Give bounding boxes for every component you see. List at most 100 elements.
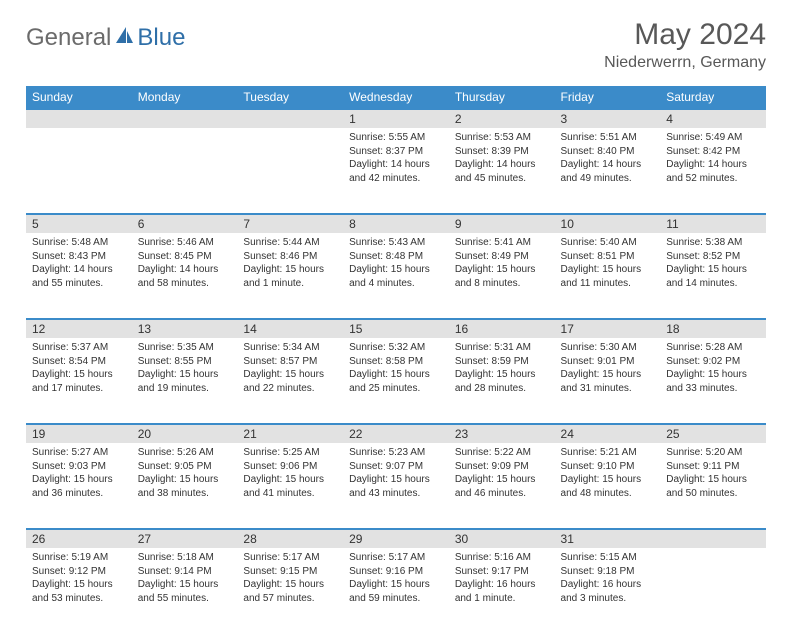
day-detail-cell: Sunrise: 5:43 AMSunset: 8:48 PMDaylight:… (343, 233, 449, 319)
daylight-text: Daylight: 15 hours and 38 minutes. (138, 473, 232, 500)
day-number-cell: 4 (660, 109, 766, 128)
calendar-table: Sunday Monday Tuesday Wednesday Thursday… (26, 86, 766, 634)
day-detail-cell: Sunrise: 5:16 AMSunset: 9:17 PMDaylight:… (449, 548, 555, 634)
sail-icon (113, 25, 135, 52)
sunrise-text: Sunrise: 5:34 AM (243, 341, 337, 355)
day-detail-cell: Sunrise: 5:53 AMSunset: 8:39 PMDaylight:… (449, 128, 555, 214)
sunset-text: Sunset: 8:52 PM (666, 250, 760, 264)
sunset-text: Sunset: 8:43 PM (32, 250, 126, 264)
day-number-cell: 29 (343, 529, 449, 548)
day-number-cell: 24 (555, 424, 661, 443)
day-number: 22 (349, 427, 362, 441)
sunrise-text: Sunrise: 5:46 AM (138, 236, 232, 250)
daylight-text: Daylight: 15 hours and 8 minutes. (455, 263, 549, 290)
sunset-text: Sunset: 9:03 PM (32, 460, 126, 474)
day-number: 30 (455, 532, 468, 546)
weekday-header: Wednesday (343, 86, 449, 109)
day-number: 23 (455, 427, 468, 441)
sunset-text: Sunset: 8:48 PM (349, 250, 443, 264)
day-number-cell: 6 (132, 214, 238, 233)
sunset-text: Sunset: 8:55 PM (138, 355, 232, 369)
day-number: 31 (561, 532, 574, 546)
daynum-row: 19202122232425 (26, 424, 766, 443)
weekday-header: Friday (555, 86, 661, 109)
location-subtitle: Niederwerrn, Germany (604, 54, 766, 72)
day-detail-cell: Sunrise: 5:46 AMSunset: 8:45 PMDaylight:… (132, 233, 238, 319)
day-number-cell: 3 (555, 109, 661, 128)
day-number: 14 (243, 322, 256, 336)
day-number: 21 (243, 427, 256, 441)
sunset-text: Sunset: 9:01 PM (561, 355, 655, 369)
day-number-cell: 23 (449, 424, 555, 443)
day-number-cell: 16 (449, 319, 555, 338)
day-detail-cell: Sunrise: 5:41 AMSunset: 8:49 PMDaylight:… (449, 233, 555, 319)
sunset-text: Sunset: 9:11 PM (666, 460, 760, 474)
sunrise-text: Sunrise: 5:43 AM (349, 236, 443, 250)
page-title: May 2024 (604, 18, 766, 52)
daynum-row: 262728293031 (26, 529, 766, 548)
day-detail-cell: Sunrise: 5:34 AMSunset: 8:57 PMDaylight:… (237, 338, 343, 424)
daylight-text: Daylight: 15 hours and 1 minute. (243, 263, 337, 290)
day-number-cell: 9 (449, 214, 555, 233)
day-number-cell (26, 109, 132, 128)
brand-part2: Blue (137, 24, 185, 52)
day-number: 20 (138, 427, 151, 441)
daylight-text: Daylight: 15 hours and 59 minutes. (349, 578, 443, 605)
daylight-text: Daylight: 15 hours and 31 minutes. (561, 368, 655, 395)
sunset-text: Sunset: 9:02 PM (666, 355, 760, 369)
day-number-cell: 20 (132, 424, 238, 443)
day-number: 13 (138, 322, 151, 336)
daylight-text: Daylight: 15 hours and 41 minutes. (243, 473, 337, 500)
daynum-row: 567891011 (26, 214, 766, 233)
sunset-text: Sunset: 8:58 PM (349, 355, 443, 369)
day-number: 12 (32, 322, 45, 336)
daylight-text: Daylight: 15 hours and 17 minutes. (32, 368, 126, 395)
day-number-cell: 27 (132, 529, 238, 548)
daylight-text: Daylight: 15 hours and 14 minutes. (666, 263, 760, 290)
weekday-header: Saturday (660, 86, 766, 109)
day-number: 25 (666, 427, 679, 441)
day-detail-cell: Sunrise: 5:48 AMSunset: 8:43 PMDaylight:… (26, 233, 132, 319)
day-detail-cell: Sunrise: 5:37 AMSunset: 8:54 PMDaylight:… (26, 338, 132, 424)
daylight-text: Daylight: 16 hours and 3 minutes. (561, 578, 655, 605)
sunrise-text: Sunrise: 5:17 AM (243, 551, 337, 565)
daylight-text: Daylight: 15 hours and 43 minutes. (349, 473, 443, 500)
day-detail-cell: Sunrise: 5:32 AMSunset: 8:58 PMDaylight:… (343, 338, 449, 424)
sunrise-text: Sunrise: 5:25 AM (243, 446, 337, 460)
day-number: 4 (666, 112, 673, 126)
day-number-cell: 7 (237, 214, 343, 233)
daylight-text: Daylight: 15 hours and 33 minutes. (666, 368, 760, 395)
day-number: 9 (455, 217, 462, 231)
day-detail-cell: Sunrise: 5:49 AMSunset: 8:42 PMDaylight:… (660, 128, 766, 214)
day-detail-cell: Sunrise: 5:30 AMSunset: 9:01 PMDaylight:… (555, 338, 661, 424)
day-detail-cell: Sunrise: 5:22 AMSunset: 9:09 PMDaylight:… (449, 443, 555, 529)
daylight-text: Daylight: 15 hours and 28 minutes. (455, 368, 549, 395)
day-number-cell: 5 (26, 214, 132, 233)
title-block: May 2024 Niederwerrn, Germany (604, 18, 766, 72)
sunrise-text: Sunrise: 5:51 AM (561, 131, 655, 145)
day-detail-cell: Sunrise: 5:44 AMSunset: 8:46 PMDaylight:… (237, 233, 343, 319)
sunrise-text: Sunrise: 5:20 AM (666, 446, 760, 460)
day-number: 8 (349, 217, 356, 231)
daylight-text: Daylight: 15 hours and 19 minutes. (138, 368, 232, 395)
day-number: 26 (32, 532, 45, 546)
sunset-text: Sunset: 8:59 PM (455, 355, 549, 369)
sunset-text: Sunset: 9:16 PM (349, 565, 443, 579)
sunset-text: Sunset: 9:06 PM (243, 460, 337, 474)
day-number: 1 (349, 112, 356, 126)
daylight-text: Daylight: 14 hours and 42 minutes. (349, 158, 443, 185)
sunrise-text: Sunrise: 5:28 AM (666, 341, 760, 355)
day-number-cell: 15 (343, 319, 449, 338)
day-number-cell: 22 (343, 424, 449, 443)
daylight-text: Daylight: 16 hours and 1 minute. (455, 578, 549, 605)
day-number-cell (237, 109, 343, 128)
day-number-cell (660, 529, 766, 548)
day-detail-cell: Sunrise: 5:40 AMSunset: 8:51 PMDaylight:… (555, 233, 661, 319)
daylight-text: Daylight: 15 hours and 57 minutes. (243, 578, 337, 605)
day-number: 18 (666, 322, 679, 336)
sunset-text: Sunset: 9:10 PM (561, 460, 655, 474)
sunset-text: Sunset: 8:57 PM (243, 355, 337, 369)
daylight-text: Daylight: 14 hours and 45 minutes. (455, 158, 549, 185)
weekday-header-row: Sunday Monday Tuesday Wednesday Thursday… (26, 86, 766, 109)
day-number-cell: 18 (660, 319, 766, 338)
